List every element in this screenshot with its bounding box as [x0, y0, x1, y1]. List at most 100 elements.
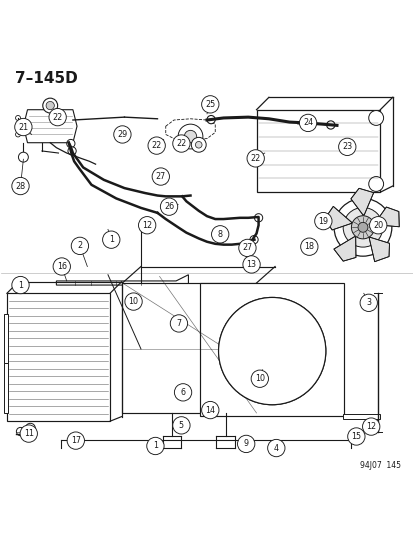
- Circle shape: [184, 131, 196, 143]
- Text: 15: 15: [351, 432, 361, 441]
- Text: 10: 10: [128, 297, 138, 306]
- Text: 10: 10: [254, 374, 264, 383]
- Circle shape: [12, 277, 29, 294]
- Circle shape: [300, 238, 317, 255]
- Text: 12: 12: [142, 221, 152, 230]
- Circle shape: [218, 297, 325, 405]
- Circle shape: [368, 110, 383, 125]
- Text: 7–145D: 7–145D: [15, 70, 78, 85]
- Circle shape: [174, 384, 191, 401]
- Circle shape: [338, 138, 355, 156]
- Polygon shape: [23, 110, 77, 143]
- Text: 11: 11: [24, 429, 34, 438]
- Text: 21: 21: [18, 123, 28, 132]
- Circle shape: [102, 231, 120, 248]
- Bar: [4, 314, 8, 364]
- Circle shape: [251, 370, 268, 387]
- Circle shape: [170, 315, 187, 332]
- Circle shape: [68, 147, 76, 155]
- Circle shape: [359, 294, 377, 311]
- Text: 18: 18: [304, 242, 313, 251]
- Circle shape: [49, 109, 66, 126]
- Polygon shape: [350, 188, 373, 215]
- Text: 26: 26: [164, 202, 174, 211]
- Circle shape: [211, 225, 228, 243]
- Text: 22: 22: [52, 112, 63, 122]
- Polygon shape: [324, 206, 351, 230]
- Circle shape: [20, 425, 37, 442]
- Polygon shape: [333, 237, 355, 261]
- Polygon shape: [368, 237, 389, 262]
- Text: 17: 17: [71, 436, 81, 445]
- Circle shape: [357, 222, 367, 232]
- Polygon shape: [165, 119, 215, 140]
- Circle shape: [333, 198, 391, 256]
- Text: 9: 9: [243, 439, 248, 448]
- Bar: [4, 351, 8, 413]
- Text: 25: 25: [205, 100, 215, 109]
- Circle shape: [17, 427, 24, 435]
- Circle shape: [233, 312, 310, 390]
- Text: 27: 27: [242, 244, 252, 253]
- Bar: [122, 283, 256, 413]
- Circle shape: [16, 116, 21, 120]
- Text: 8: 8: [217, 230, 222, 239]
- Circle shape: [146, 437, 164, 455]
- Circle shape: [342, 207, 382, 247]
- Circle shape: [12, 177, 29, 195]
- Circle shape: [28, 426, 32, 430]
- Text: 27: 27: [155, 172, 166, 181]
- Text: 22: 22: [250, 154, 260, 163]
- Text: 16: 16: [57, 262, 66, 271]
- Circle shape: [43, 98, 57, 113]
- Circle shape: [15, 118, 32, 136]
- Circle shape: [195, 141, 202, 148]
- Bar: [7, 293, 110, 421]
- Text: 7: 7: [176, 319, 181, 328]
- Circle shape: [247, 150, 264, 167]
- Text: 12: 12: [365, 422, 375, 431]
- Text: 22: 22: [151, 141, 161, 150]
- Text: 6: 6: [180, 388, 185, 397]
- Circle shape: [16, 132, 21, 137]
- Circle shape: [46, 101, 54, 110]
- Text: 1: 1: [109, 235, 114, 244]
- Text: 1: 1: [18, 280, 23, 289]
- Circle shape: [67, 432, 84, 449]
- Text: 24: 24: [302, 118, 312, 127]
- Circle shape: [347, 428, 364, 445]
- Text: 94J07  145: 94J07 145: [359, 461, 400, 470]
- Circle shape: [206, 116, 215, 124]
- Circle shape: [25, 423, 35, 433]
- Circle shape: [368, 176, 383, 191]
- Circle shape: [256, 335, 287, 367]
- Polygon shape: [56, 274, 188, 285]
- Circle shape: [369, 216, 386, 234]
- Text: 22: 22: [176, 139, 186, 148]
- Text: 4: 4: [273, 443, 278, 453]
- Circle shape: [237, 435, 254, 453]
- Circle shape: [172, 135, 190, 152]
- Circle shape: [178, 124, 202, 149]
- Text: 28: 28: [15, 182, 26, 190]
- Bar: [256, 110, 380, 192]
- Bar: [342, 414, 380, 419]
- Circle shape: [299, 114, 316, 132]
- Circle shape: [53, 258, 70, 275]
- Polygon shape: [374, 207, 398, 227]
- Circle shape: [125, 293, 142, 310]
- Circle shape: [254, 214, 262, 222]
- Circle shape: [201, 96, 218, 113]
- Text: 5: 5: [178, 421, 183, 430]
- Circle shape: [147, 137, 165, 154]
- Text: 29: 29: [117, 130, 127, 139]
- Circle shape: [314, 213, 331, 230]
- Circle shape: [19, 152, 28, 162]
- Circle shape: [160, 198, 177, 215]
- Text: 14: 14: [205, 406, 215, 415]
- Circle shape: [242, 256, 260, 273]
- Circle shape: [218, 297, 325, 405]
- Circle shape: [152, 168, 169, 185]
- Circle shape: [114, 126, 131, 143]
- Circle shape: [172, 417, 190, 434]
